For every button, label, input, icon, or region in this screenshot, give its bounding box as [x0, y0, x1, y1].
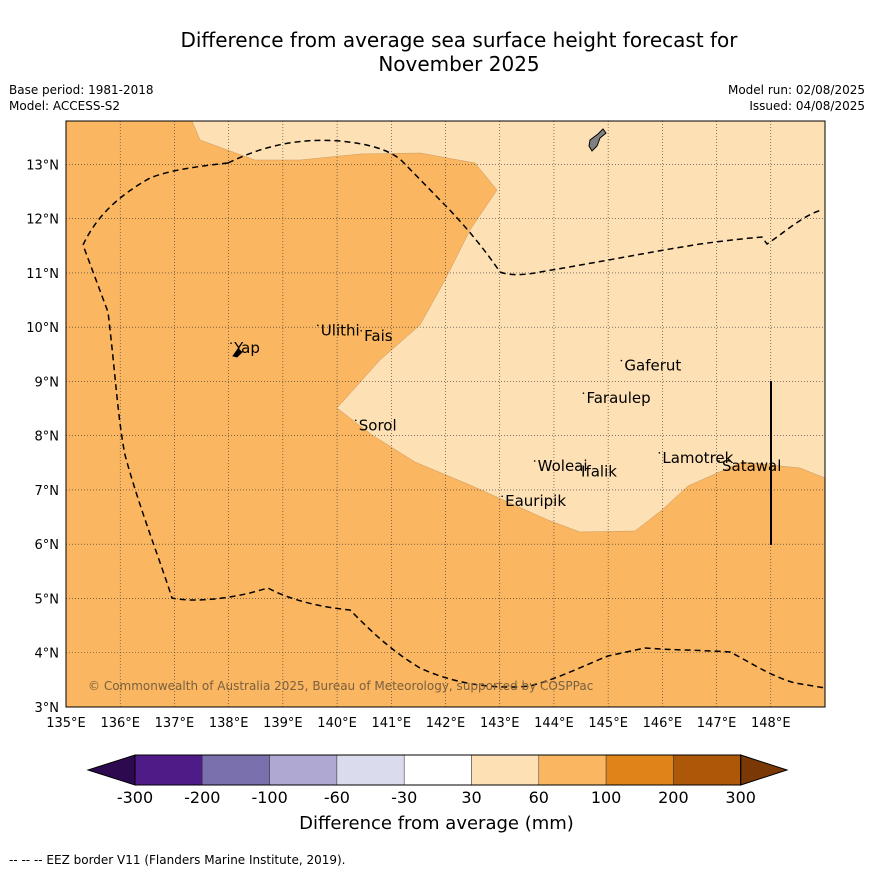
colorbar-tick: -60 — [323, 788, 350, 807]
graticule — [66, 121, 825, 707]
colorbar-tick: 100 — [590, 788, 622, 807]
place-marker — [354, 419, 357, 422]
eez-footnote: -- -- -- EEZ border V11 (Flanders Marine… — [9, 853, 346, 867]
colorbar-tick: 200 — [658, 788, 689, 807]
colorbar-segment — [605, 754, 674, 786]
lat-tick-label: 5°N — [35, 592, 60, 607]
colorbar-segment — [134, 754, 203, 786]
lat-tick-label: 3°N — [35, 701, 60, 716]
map-frame — [65, 120, 826, 708]
lat-tick-label: 4°N — [35, 647, 60, 662]
lon-tick-label: 143°E — [480, 716, 520, 731]
colorbar-tick: -200 — [184, 788, 221, 807]
colorbar-segment — [673, 754, 741, 786]
yap-island — [232, 348, 243, 358]
colorbar-frame — [134, 754, 742, 786]
model-run: Model run: 02/08/2025 — [727, 83, 865, 97]
place-label-lamotrek: Lamotrek — [662, 449, 733, 467]
place-labels: Ulithi Fais Yap Gaferut Faraulep Sorol Lamotre… — [230, 321, 781, 510]
place-label-eauripik: Eauripik — [505, 492, 566, 510]
place-marker — [658, 452, 661, 454]
colorbar-segment — [538, 754, 607, 786]
copyright-text: © Commonwealth of Australia 2025, Bureau… — [88, 679, 593, 693]
eez-border-west — [82, 162, 826, 689]
colorbar-tick: -100 — [251, 788, 288, 807]
lon-tick-label: 147°E — [697, 716, 737, 731]
meta-left: Base period: 1981-2018 Model: ACCESS-S2 — [9, 82, 154, 114]
lon-tick-label: 140°E — [317, 716, 357, 731]
map-title: Difference from average sea surface heig… — [66, 28, 852, 76]
colorbar-segment — [269, 754, 338, 786]
lat-tick-label: 10°N — [26, 321, 59, 336]
colorbar-extend-high — [740, 754, 789, 786]
lon-tick-label: 148°E — [751, 716, 791, 731]
place-label-woleai: Woleai — [538, 457, 588, 475]
place-label-fais: Fais — [364, 327, 393, 345]
place-label-satawal: Satawal — [722, 457, 781, 475]
colorbar-segment — [403, 754, 472, 786]
lon-tick-label: 137°E — [155, 716, 195, 731]
place-marker — [582, 392, 585, 394]
eez-border — [227, 139, 823, 276]
lon-tick-label: 145°E — [588, 716, 628, 731]
lon-tick-label: 141°E — [372, 716, 412, 731]
place-label-faraulep: Faraulep — [586, 389, 650, 407]
model-name: Model: ACCESS-S2 — [9, 99, 121, 113]
place-marker — [718, 460, 720, 462]
guam-island — [588, 128, 607, 152]
place-label-ifalik: Ifalik — [581, 462, 617, 480]
place-label-yap: Yap — [233, 339, 260, 357]
place-label-ulithi: Ulithi — [321, 321, 360, 339]
colorbar-segment — [471, 754, 540, 786]
lat-tick-label: 8°N — [35, 430, 60, 445]
lon-tick-label: 135°E — [46, 716, 86, 731]
colorbar-segment — [202, 754, 270, 786]
lon-tick-label: 139°E — [263, 716, 303, 731]
colorbar-tick: -30 — [391, 788, 418, 807]
lon-tick-label: 136°E — [100, 716, 140, 731]
map-plot-area: Ulithi Fais Yap Gaferut Faraulep Sorol Lamotre… — [65, 120, 826, 708]
place-marker — [620, 359, 623, 362]
base-period: Base period: 1981-2018 — [9, 83, 154, 97]
place-marker — [533, 460, 536, 462]
colorbar-tick: 60 — [528, 788, 549, 807]
colorbar-tick: 30 — [461, 788, 482, 807]
title-line-1: Difference from average sea surface heig… — [180, 28, 738, 52]
anomaly-region-30-60 — [191, 120, 826, 533]
meta-right: Model run: 02/08/2025 Issued: 04/08/2025 — [728, 82, 865, 114]
lon-tick-label: 146°E — [643, 716, 683, 731]
axis-labels: 135°E 136°E 137°E 138°E 139°E 140°E 141°E 142°E… — [26, 158, 790, 731]
place-marker — [577, 465, 579, 468]
lat-tick-label: 7°N — [35, 484, 60, 499]
place-marker — [360, 329, 362, 332]
place-label-gaferut: Gaferut — [624, 357, 681, 375]
lat-tick-label: 11°N — [26, 267, 59, 282]
lon-tick-label: 138°E — [209, 716, 249, 731]
colorbar-tick: -300 — [116, 788, 154, 807]
place-label-sorol: Sorol — [359, 416, 397, 434]
place-marker — [230, 342, 232, 345]
colorbar-tick-labels: -300 -200 -100 -60 -30 30 60 100 200 300 — [0, 788, 873, 808]
colorbar-extend-low — [86, 754, 136, 786]
colorbar — [86, 754, 789, 786]
place-marker — [501, 495, 503, 498]
lat-tick-label: 9°N — [35, 375, 60, 390]
lon-tick-label: 144°E — [534, 716, 574, 731]
lon-tick-label: 142°E — [426, 716, 466, 731]
colorbar-title: Difference from average (mm) — [299, 813, 574, 834]
issued-date: Issued: 04/08/2025 — [749, 99, 865, 113]
lat-tick-label: 6°N — [35, 538, 60, 553]
title-line-2: November 2025 — [378, 52, 540, 76]
colorbar-tick: 300 — [725, 788, 756, 807]
colorbar-segment — [336, 754, 405, 786]
place-marker — [317, 324, 319, 327]
lat-tick-label: 12°N — [26, 213, 59, 228]
lat-tick-label: 13°N — [26, 158, 59, 173]
